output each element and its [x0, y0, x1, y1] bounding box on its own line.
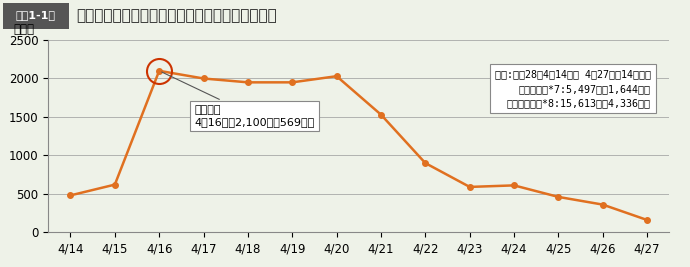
- Text: 熊本地震における緊急消防援助隊活動人員の推移: 熊本地震における緊急消防援助隊活動人員の推移: [76, 8, 277, 23]
- Y-axis label: （人）: （人）: [13, 23, 34, 36]
- Text: 特集1-1図: 特集1-1図: [16, 10, 56, 20]
- Text: ピーク時
4月16日　2,100人（569隊）: ピーク時 4月16日 2,100人（569隊）: [161, 72, 315, 127]
- FancyBboxPatch shape: [3, 3, 69, 29]
- Text: 期間:平成28年4月14日～ 4月27日（14日間）
出動総人員*7:5,497人（1,644隊）
延べ活動人員*8:15,613人（4,336隊）: 期間:平成28年4月14日～ 4月27日（14日間） 出動総人員*7:5,497…: [495, 69, 651, 108]
